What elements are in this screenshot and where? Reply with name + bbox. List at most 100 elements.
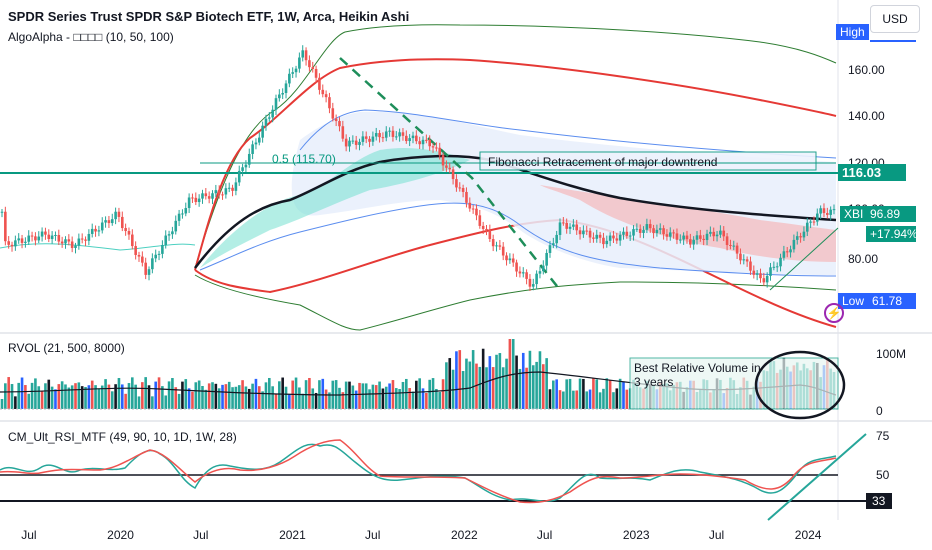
candle-body xyxy=(485,228,488,231)
volume-bar xyxy=(605,378,609,409)
volume-bar xyxy=(64,384,67,409)
candle-body xyxy=(151,258,154,270)
volume-bar xyxy=(227,381,231,409)
time-tick: Jul xyxy=(21,528,36,542)
candle-body xyxy=(501,246,505,256)
lightning-icon[interactable]: ⚡ xyxy=(824,303,844,323)
candle-body xyxy=(488,230,492,240)
candle-body xyxy=(104,220,107,223)
candle-body xyxy=(378,133,381,138)
candle-body xyxy=(107,220,111,224)
candle-body xyxy=(465,191,468,203)
candle-body xyxy=(74,245,77,248)
volume-bar xyxy=(495,354,498,409)
candle-body xyxy=(762,278,766,283)
candle-body xyxy=(528,278,532,287)
candle-body xyxy=(702,238,705,241)
candle-body xyxy=(141,256,144,263)
volume-highlight-circle xyxy=(754,350,846,420)
volume-bar xyxy=(374,385,378,409)
candle-body xyxy=(415,135,418,142)
volume-bar xyxy=(80,386,84,409)
volume-bar xyxy=(521,352,525,409)
volume-bar xyxy=(231,387,234,409)
candle-body xyxy=(722,230,726,237)
candle-body xyxy=(772,266,776,268)
rsi-uptrend-line xyxy=(767,433,867,521)
time-tick: Jul xyxy=(537,528,552,542)
low-badge: Low xyxy=(838,293,869,309)
candle-body xyxy=(94,228,97,232)
candle-body xyxy=(759,273,762,279)
candle-body xyxy=(525,272,528,279)
volume-bar xyxy=(278,381,281,409)
volume-bar xyxy=(341,392,345,409)
volume-bar xyxy=(364,383,368,409)
volume-bar xyxy=(384,386,388,409)
volume-bar xyxy=(237,385,241,409)
price-tick: 160.00 xyxy=(848,63,885,77)
candle-body xyxy=(705,233,709,241)
time-axis: Jul 2020 Jul 2021 Jul 2022 Jul 2023 Jul 2024 xyxy=(21,528,822,542)
volume-bar xyxy=(234,386,238,409)
candle-body xyxy=(805,222,809,232)
candle-body xyxy=(775,266,779,268)
outer-lower-band xyxy=(194,274,837,331)
candle-body xyxy=(90,228,94,234)
candle-body xyxy=(608,235,612,241)
volume-bar xyxy=(612,392,615,409)
candle-body xyxy=(645,224,649,230)
volume-bar xyxy=(445,362,448,409)
candle-body xyxy=(675,233,679,240)
time-tick: 2023 xyxy=(623,528,650,542)
volume-bar xyxy=(438,392,442,409)
candle-body xyxy=(582,230,585,235)
candle-body xyxy=(257,137,261,143)
candle-body xyxy=(822,208,826,214)
volume-bar xyxy=(274,393,278,409)
candle-body xyxy=(171,231,174,235)
candle-body xyxy=(542,265,545,272)
candle-body xyxy=(531,284,535,287)
candle-body xyxy=(638,228,642,233)
last-price-badge: 96.89 xyxy=(866,206,916,222)
candle-body xyxy=(612,235,615,239)
candle-body xyxy=(201,193,204,199)
time-tick: 2021 xyxy=(279,528,306,542)
fib-annotation-box xyxy=(479,151,817,171)
candle-body xyxy=(234,182,238,191)
candle-body xyxy=(478,215,482,226)
candle-body xyxy=(622,231,625,235)
candle-body xyxy=(538,271,542,274)
candle-body xyxy=(755,273,759,275)
candle-body xyxy=(618,234,622,241)
currency-selector[interactable]: USD xyxy=(870,5,920,33)
candle-body xyxy=(795,236,799,240)
volume-bar xyxy=(294,377,298,409)
volume-bar xyxy=(120,384,124,409)
outer-upper-band xyxy=(194,24,837,269)
candle-body xyxy=(27,235,31,242)
candle-body xyxy=(54,234,57,236)
candle-body xyxy=(334,118,338,122)
candle-body xyxy=(655,229,659,234)
volume-bar xyxy=(388,383,391,409)
candle-body xyxy=(632,229,635,236)
candle-body xyxy=(585,230,589,232)
volume-bar xyxy=(572,390,575,409)
volume-bar xyxy=(217,388,221,409)
volume-bar xyxy=(398,389,401,409)
volume-bar xyxy=(585,391,589,409)
candle-body xyxy=(568,226,572,229)
candle-body xyxy=(511,258,515,263)
candle-body xyxy=(441,155,445,166)
candle-body xyxy=(184,208,188,214)
candle-body xyxy=(799,236,802,238)
volume-bar xyxy=(224,384,228,409)
candle-body xyxy=(802,231,806,238)
candle-body xyxy=(354,140,358,145)
candle-body xyxy=(672,232,675,234)
candle-body xyxy=(782,251,786,258)
volume-bar xyxy=(595,379,599,409)
candle-body xyxy=(735,245,739,254)
